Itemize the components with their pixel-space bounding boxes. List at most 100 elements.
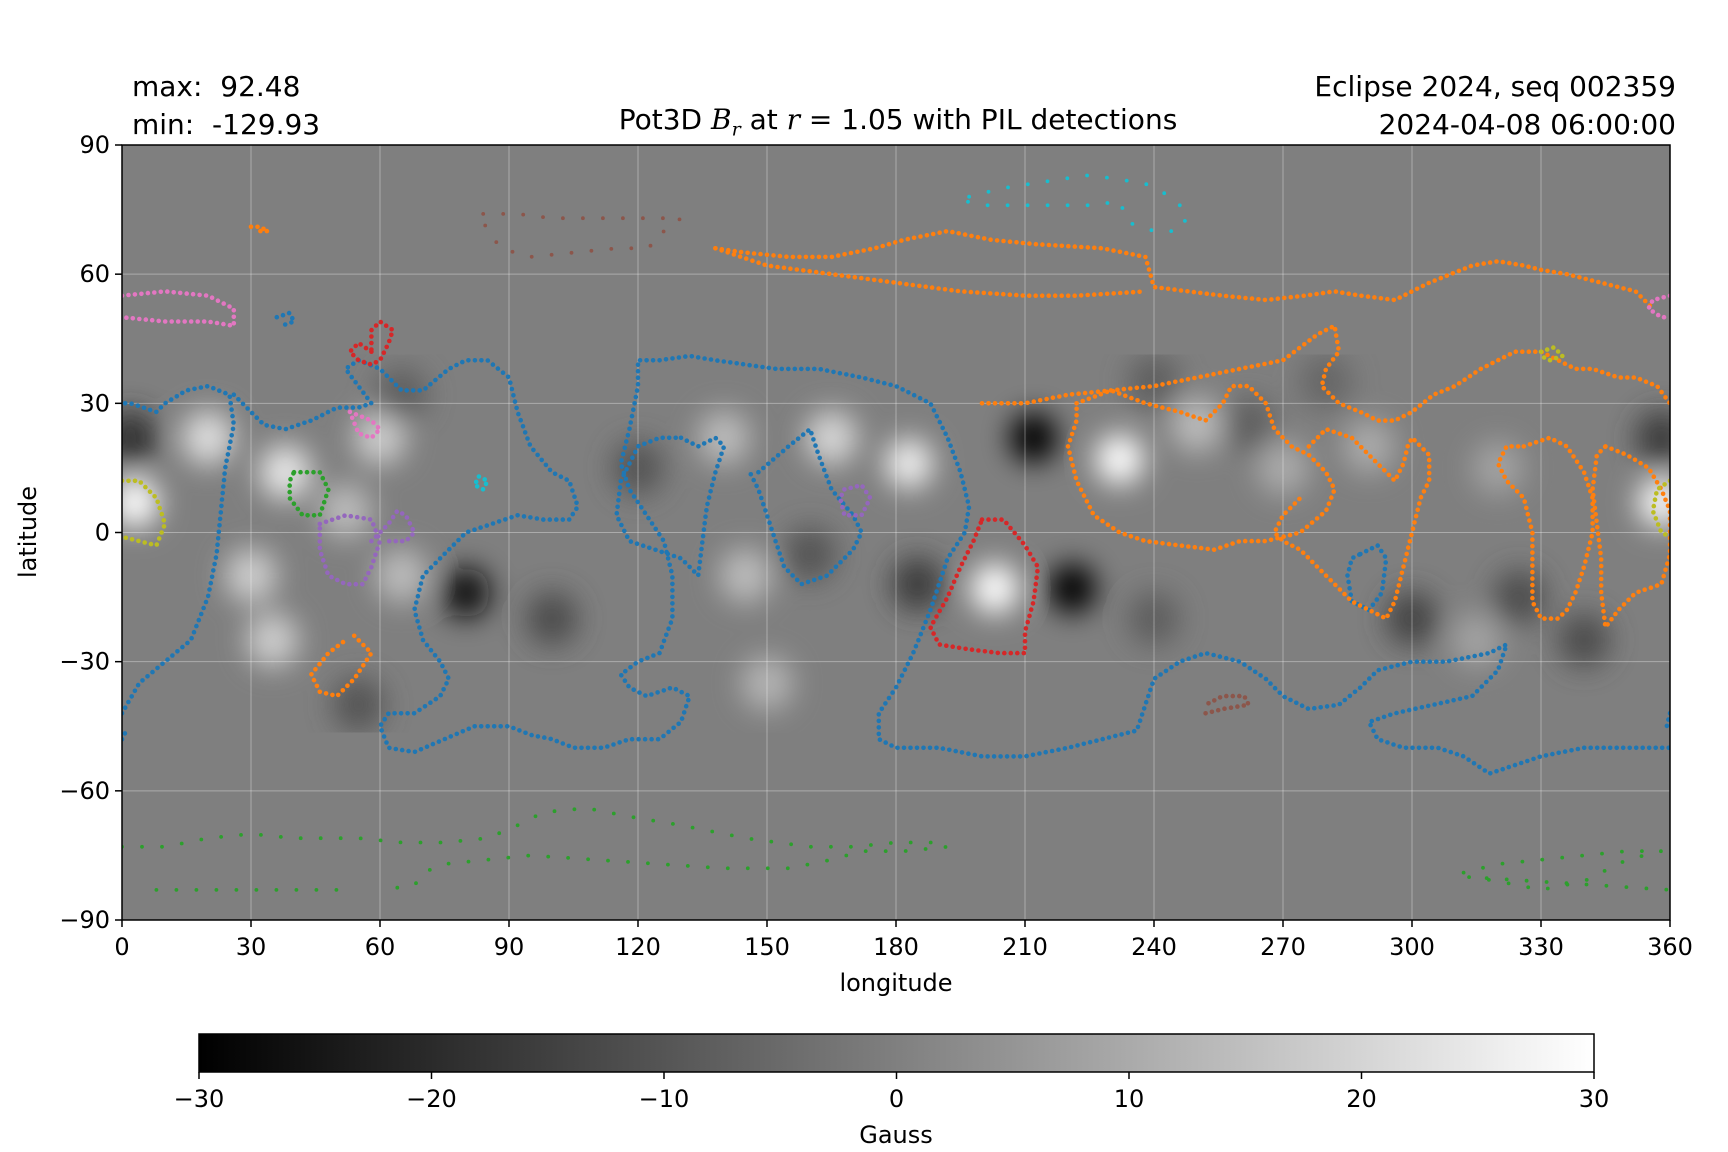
pil-point [574, 506, 579, 512]
pil-point [852, 275, 858, 280]
pil-point [319, 551, 324, 557]
pil-point [1653, 745, 1658, 751]
pil-point [245, 406, 250, 411]
pil-point [651, 653, 656, 658]
pil-point [761, 465, 766, 471]
pil-point [1481, 865, 1485, 870]
pil-point [415, 593, 421, 599]
field-source-20 [784, 526, 836, 582]
pil-point [1620, 745, 1626, 751]
pil-point [1391, 742, 1396, 747]
pil-point [1412, 407, 1418, 412]
field-source-37 [1300, 354, 1352, 410]
pil-point [418, 840, 423, 845]
pil-point [678, 435, 684, 441]
pil-point [718, 440, 723, 446]
pil-point [217, 516, 223, 522]
pil-point [923, 398, 929, 404]
pil-point [731, 252, 737, 257]
pil-point [456, 537, 461, 543]
pil-point [1598, 589, 1604, 595]
pil-point [371, 420, 376, 425]
pil-point [896, 679, 902, 684]
pil-point [1564, 271, 1570, 277]
pil-point [1383, 418, 1388, 423]
pil-point [1385, 296, 1390, 302]
pil-point [1445, 699, 1450, 704]
pil-point [1265, 406, 1271, 412]
pil-contour-25 [838, 484, 873, 518]
pil-point [865, 500, 870, 506]
pil-point [1573, 590, 1578, 595]
pil-point [1524, 505, 1529, 511]
pil-point [159, 530, 164, 535]
field-source-32 [1558, 612, 1610, 668]
pil-point [1391, 601, 1396, 607]
pil-point [944, 643, 949, 648]
pil-point [1337, 431, 1343, 437]
pil-point [1399, 570, 1405, 576]
pil-point [1583, 476, 1589, 482]
pil-point [1479, 684, 1484, 689]
pil-point [1581, 565, 1586, 571]
pil-point [1288, 294, 1294, 300]
pil-point [934, 745, 939, 751]
pil-point [1613, 611, 1618, 617]
pil-point [1531, 602, 1537, 607]
pil-point [1173, 379, 1178, 385]
pil-point [1301, 450, 1306, 455]
pil-point [1499, 468, 1504, 474]
pil-point [1037, 751, 1042, 756]
pil-point [560, 741, 566, 746]
pil-point [623, 668, 628, 674]
pil-point [585, 745, 591, 751]
pil-point [1312, 334, 1317, 339]
pil-point [634, 541, 640, 546]
pil-point [1526, 264, 1531, 270]
pil-point [458, 839, 463, 843]
pil-point [227, 394, 233, 400]
pil-point [1375, 716, 1381, 722]
pil-point [1419, 705, 1425, 710]
pil-point [1100, 736, 1105, 742]
pil-point [681, 710, 687, 715]
pil-point [685, 864, 690, 868]
pil-point [988, 237, 993, 242]
pil-point [901, 745, 907, 751]
pil-point [1123, 393, 1128, 399]
pil-point [985, 203, 990, 208]
pil-point [598, 745, 604, 751]
pil-point [1079, 244, 1084, 250]
pil-point [1367, 676, 1372, 681]
pil-point [737, 254, 743, 259]
pil-point [1059, 243, 1065, 249]
pil-point [1386, 472, 1392, 478]
pil-point [629, 246, 634, 251]
pil-point [335, 577, 340, 583]
pil-point [882, 380, 887, 386]
pil-point [647, 545, 652, 551]
pil-point [1432, 702, 1437, 707]
pil-point [535, 452, 540, 458]
pil-point [1311, 457, 1316, 463]
pil-point [1062, 746, 1068, 751]
field-source-28 [1128, 591, 1180, 646]
pil-point [1119, 732, 1124, 737]
pil-point [521, 212, 526, 217]
pil-point [411, 711, 417, 716]
pil-point [344, 405, 349, 410]
magnetic-field-map [122, 354, 1670, 733]
pil-point [1078, 487, 1084, 493]
pil-point [1262, 538, 1267, 544]
pil-point [413, 612, 419, 618]
y-tick-label: −30 [59, 648, 110, 676]
pil-point [1179, 378, 1184, 383]
pil-point [546, 854, 551, 859]
pil-point [1644, 886, 1649, 891]
pil-point [1374, 734, 1379, 740]
pil-point [1001, 291, 1006, 297]
pil-point [899, 238, 904, 243]
pil-point [1659, 389, 1664, 395]
pil-point [364, 657, 370, 663]
pil-point [159, 511, 165, 517]
